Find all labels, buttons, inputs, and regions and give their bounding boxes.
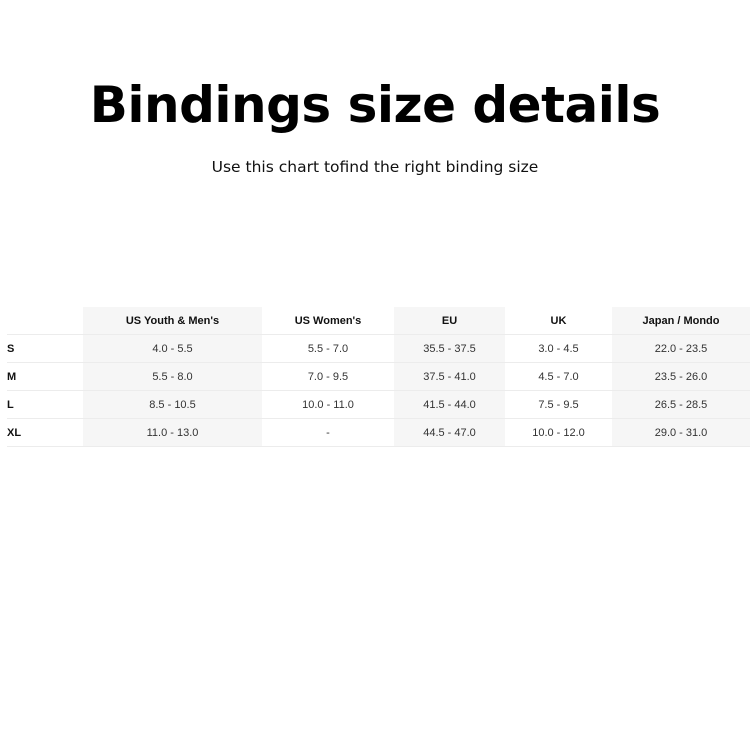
size-label: XL	[7, 418, 83, 447]
size-cell: 44.5 - 47.0	[394, 418, 505, 447]
header-cell: Japan / Mondo	[612, 307, 750, 335]
page-title: Bindings size details	[89, 76, 661, 134]
size-cell: 35.5 - 37.5	[394, 334, 505, 363]
header-cell: EU	[394, 307, 505, 335]
size-cell: 7.5 - 9.5	[505, 390, 612, 419]
size-table: US Youth & Men's US Women's EU UK Japan …	[7, 307, 750, 447]
page-subtitle: Use this chart tofind the right binding …	[211, 158, 539, 176]
size-cell: 29.0 - 31.0	[612, 418, 750, 447]
size-label: M	[7, 362, 83, 391]
table-row: XL 11.0 - 13.0-44.5 - 47.0 10.0 - 12.0 29.0…	[7, 418, 750, 447]
size-cell: 23.5 - 26.0	[612, 362, 750, 391]
size-cell: 26.5 - 28.5	[612, 390, 750, 419]
header-cell: UK	[505, 307, 612, 335]
size-cell: 4.0 - 5.5	[83, 334, 262, 363]
size-cell: 22.0 - 23.5	[612, 334, 750, 363]
header-cell	[7, 307, 83, 335]
size-cell: 5.5 - 7.0	[262, 334, 394, 363]
size-cell: 10.0 - 11.0	[262, 390, 394, 419]
size-cell: 10.0 - 12.0	[505, 418, 612, 447]
size-cell: 3.0 - 4.5	[505, 334, 612, 363]
table-row: L 8.5 - 10.5 10.0 - 11.0 41.5 - 44.0 7.5 - 9…	[7, 390, 750, 419]
size-cell: 37.5 - 41.0	[394, 362, 505, 391]
size-cell: 41.5 - 44.0	[394, 390, 505, 419]
table-row: S 4.0 - 5.5 5.5 - 7.0 35.5 - 37.5 3.0 - 4.5 2…	[7, 334, 750, 363]
size-label: L	[7, 390, 83, 419]
header-cell: US Youth & Men's	[83, 307, 262, 335]
size-cell: 5.5 - 8.0	[83, 362, 262, 391]
header-cell: US Women's	[262, 307, 394, 335]
size-cell: -	[262, 418, 394, 447]
size-cell: 11.0 - 13.0	[83, 418, 262, 447]
table-row: M 5.5 - 8.0 7.0 - 9.5 37.5 - 41.0 4.5 - 7.0 2…	[7, 362, 750, 391]
size-cell: 7.0 - 9.5	[262, 362, 394, 391]
table-header-row: US Youth & Men's US Women's EU UK Japan …	[7, 307, 750, 335]
size-cell: 8.5 - 10.5	[83, 390, 262, 419]
size-cell: 4.5 - 7.0	[505, 362, 612, 391]
size-label: S	[7, 334, 83, 363]
